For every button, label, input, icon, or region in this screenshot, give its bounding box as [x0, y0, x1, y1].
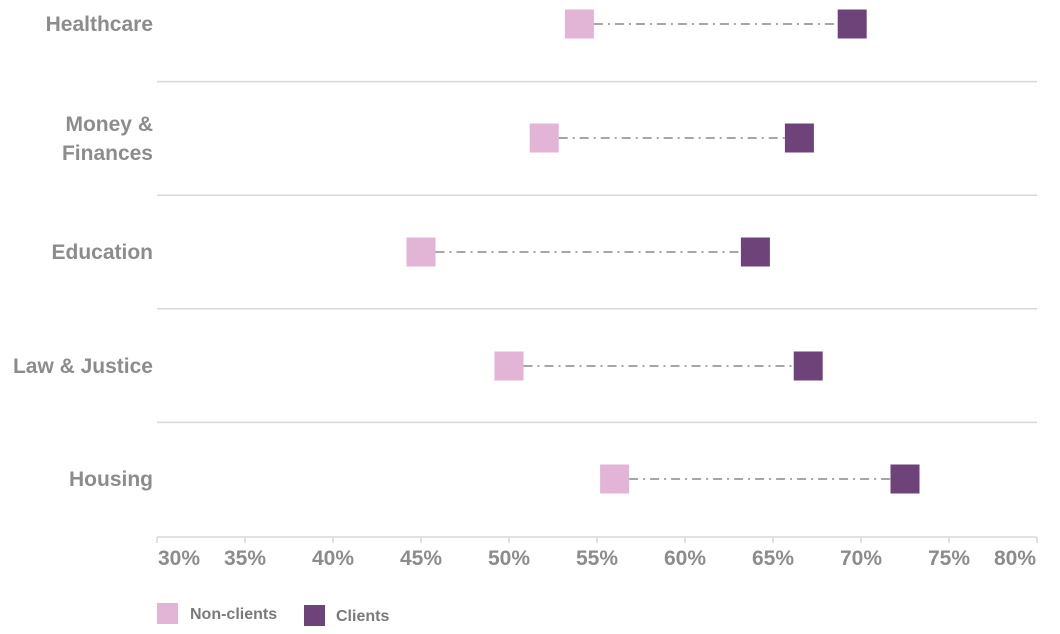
legend-non-clients-label: Non-clients: [190, 606, 277, 623]
non-clients-marker: [494, 351, 524, 381]
clients-marker: [837, 9, 867, 39]
category-label: Education: [51, 241, 153, 264]
legend-non-clients-swatch: [157, 603, 178, 624]
clients-marker: [793, 351, 823, 381]
non-clients-marker: [564, 9, 594, 39]
non-clients-marker: [406, 237, 436, 267]
category-label: Money &: [65, 113, 153, 136]
x-tick-label: 60%: [664, 547, 706, 570]
clients-marker: [890, 464, 920, 494]
clients-marker: [740, 237, 770, 267]
x-tick-label: 30%: [158, 547, 200, 570]
category-label: Finances: [62, 142, 153, 165]
non-clients-marker: [600, 464, 630, 494]
x-tick-label: 50%: [488, 547, 530, 570]
x-tick-label: 75%: [928, 547, 970, 570]
x-tick-label: 35%: [224, 547, 266, 570]
legend-clients-swatch: [304, 605, 325, 626]
category-label: Housing: [69, 468, 153, 491]
clients-marker: [784, 123, 814, 153]
x-tick-label: 40%: [312, 547, 354, 570]
x-tick-label: 45%: [400, 547, 442, 570]
x-tick-label: 65%: [752, 547, 794, 570]
legend-clients-label: Clients: [336, 608, 389, 625]
x-tick-label: 70%: [840, 547, 882, 570]
category-label: Law & Justice: [13, 355, 153, 378]
x-tick-label: 55%: [576, 547, 618, 570]
category-label: Healthcare: [46, 13, 153, 36]
x-tick-label: 80%: [994, 547, 1036, 570]
non-clients-marker: [529, 123, 559, 153]
